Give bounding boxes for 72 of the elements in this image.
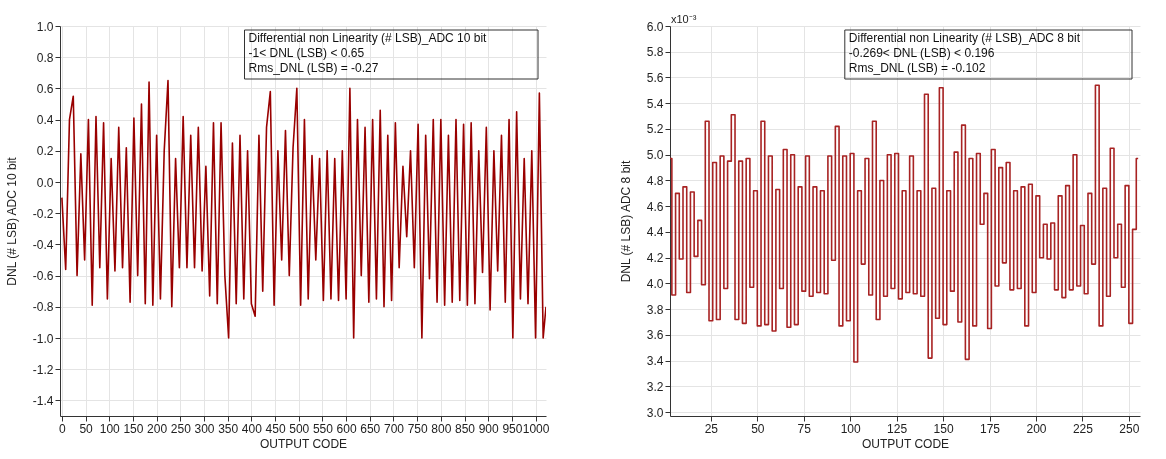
x-tick-label: 850 (455, 421, 476, 436)
x-tick-label: 900 (478, 421, 500, 436)
x-tick-label: 500 (289, 421, 310, 436)
x-tick-label: 100 (840, 421, 862, 436)
text: x10⁻³ (671, 13, 697, 25)
x-tick-label: 200 (1026, 421, 1047, 436)
annotation: Differential non Linearity (# LSB)_ADC 8 bit (848, 31, 1081, 45)
x-tick-label: 75 (797, 421, 812, 436)
y-tick-label: -0.2 (32, 206, 54, 221)
x-tick-label: 125 (887, 421, 908, 436)
x-tick-label: 1000 (522, 421, 550, 436)
y-tick-label: 1.0 (36, 19, 54, 34)
x-tick-label: 100 (99, 421, 121, 436)
y-tick-label: 4.8 (646, 173, 664, 188)
y-tick-label: 0.2 (36, 144, 54, 159)
y-tick-label: 3.4 (646, 354, 664, 369)
y-tick-label: 4.2 (646, 251, 664, 266)
y-tick-label: 5.8 (646, 45, 664, 60)
annotation: -1< DNL (LSB) < 0.65 (248, 46, 365, 60)
y-axis-title: DNL (# LSB) ADC 10 bit (4, 156, 19, 286)
x-axis-title: OUTPUT CODE (861, 436, 950, 451)
y-axis-title: DNL (# LSB) ADC 8 bit (618, 160, 633, 283)
y-tick-label: -0.8 (32, 300, 54, 315)
x-axis-title: OUTPUT CODE (259, 436, 348, 451)
y-tick-label: 3.6 (646, 328, 664, 343)
x-tick-label: 250 (1119, 421, 1140, 436)
x-tick-label: 50 (79, 421, 94, 436)
x-tick-label: 800 (431, 421, 452, 436)
y-tick-label: 3.8 (646, 302, 664, 317)
y-tick-label: 6.0 (646, 19, 664, 34)
y-tick-label: -1.2 (32, 362, 54, 377)
x-tick-label: 175 (980, 421, 1001, 436)
y-tick-label: 5.6 (646, 70, 664, 85)
x-tick-label: 950 (502, 421, 523, 436)
x-tick-label: 750 (407, 421, 428, 436)
annotation: Rms_DNL (LSB) = -0.27 (248, 61, 379, 75)
annotation: -0.269< DNL (LSB) < 0.196 (848, 46, 995, 60)
line-series (61, 79, 546, 339)
x-tick-label: 0 (59, 421, 67, 436)
x-tick-label: 300 (194, 421, 215, 436)
x-tick-label: 450 (265, 421, 286, 436)
x-tick-label: 150 (123, 421, 144, 436)
x-tick-label: 25 (704, 421, 719, 436)
x-tick-label: 200 (147, 421, 168, 436)
y-tick-label: 4.0 (646, 276, 664, 291)
x-tick-label: 650 (360, 421, 381, 436)
y-tick-label: 0.8 (36, 50, 54, 65)
x-tick-label: 550 (312, 421, 334, 436)
y-tick-label: 5.4 (646, 96, 664, 111)
y-tick-label: 3.2 (646, 379, 664, 394)
y-tick-label: 0.6 (36, 81, 54, 96)
y-tick-label: -1.4 (32, 393, 54, 408)
y-tick-label: 0.0 (36, 175, 54, 190)
annotation: Differential non Linearity (# LSB)_ADC 10 bit (248, 31, 488, 45)
y-tick-label: 3.0 (646, 405, 664, 420)
x-tick-label: 400 (241, 421, 263, 436)
x-tick-label: 225 (1072, 421, 1094, 436)
y-tick-label: -0.4 (32, 237, 54, 252)
y-tick-label: -0.6 (32, 269, 54, 284)
annotation: Rms_DNL (LSB) = -0.102 (848, 61, 986, 75)
x-tick-label: 600 (336, 421, 357, 436)
y-tick-label: -1.0 (32, 331, 54, 346)
y-tick-label: 4.4 (646, 225, 664, 240)
x-tick-label: 50 (751, 421, 765, 436)
x-tick-label: 150 (933, 421, 954, 436)
x-tick-label: 250 (170, 421, 192, 436)
y-tick-label: 5.2 (646, 122, 664, 137)
y-tick-label: 5.0 (646, 148, 664, 163)
x-tick-label: 350 (218, 421, 239, 436)
y-tick-label: 0.4 (36, 113, 54, 128)
x-tick-label: 700 (383, 421, 405, 436)
y-tick-label: 4.6 (646, 199, 664, 214)
